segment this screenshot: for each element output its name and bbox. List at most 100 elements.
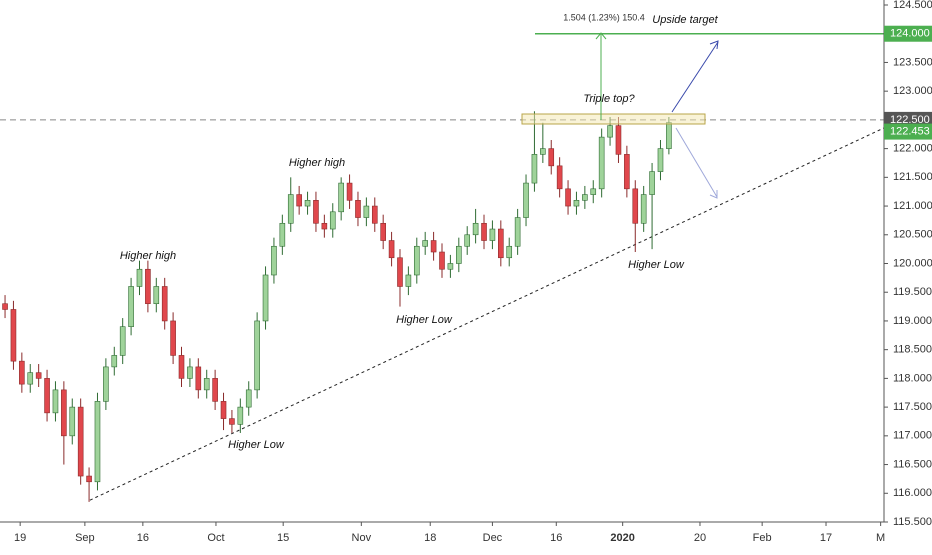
annotation: Higher high [120, 250, 176, 262]
candle-body [187, 366, 193, 379]
candle-body [666, 122, 672, 149]
y-tick-label: 124.500 [893, 0, 932, 11]
candle-body [229, 418, 235, 425]
candle-body [262, 274, 269, 322]
x-tick-label: 16 [137, 532, 149, 544]
candle-body [439, 251, 445, 270]
x-tick-label: Sep [75, 532, 95, 544]
x-tick-label: Nov [352, 532, 372, 544]
candle-body [422, 240, 428, 247]
candle-body [178, 355, 185, 379]
y-tick-label: 122.000 [893, 143, 932, 155]
candle-body [313, 200, 319, 224]
y-tick-label: 117.000 [893, 430, 932, 442]
x-tick-label: 15 [277, 532, 289, 544]
candle-body [388, 240, 395, 259]
candle-body [128, 286, 134, 327]
candle-body [657, 148, 664, 172]
candle-body [329, 211, 336, 230]
candle-body [304, 200, 311, 207]
candle-body [245, 389, 252, 408]
candle-body [590, 188, 597, 195]
annotation: Triple top? [583, 93, 635, 105]
y-tick-label: 119.000 [893, 315, 932, 327]
measure-label: 1.504 (1.23%) 150.4 [563, 12, 645, 22]
down-arrowhead [709, 190, 718, 199]
candle-body [27, 372, 34, 385]
x-tick-label: Dec [483, 532, 503, 544]
y-tick-label: 121.500 [893, 171, 932, 183]
annotation: Higher Low [628, 259, 685, 271]
candle-body [10, 309, 17, 362]
y-tick-label: 117.500 [893, 401, 932, 413]
candle-body [472, 222, 479, 236]
candle-body [44, 378, 50, 414]
candle-body [254, 320, 260, 391]
candle-body [615, 125, 622, 155]
candle-body [271, 245, 277, 276]
candle-body [153, 286, 160, 305]
candle-body [363, 205, 370, 218]
y-tick-label: 116.500 [893, 458, 932, 470]
y-tick-label: 120.000 [893, 257, 932, 269]
x-tick-label: Oct [207, 532, 224, 544]
x-tick-label: Feb [753, 532, 772, 544]
y-tick-label: 119.500 [893, 286, 932, 298]
y-tick-label: 118.000 [893, 372, 932, 384]
candle-body [296, 194, 302, 207]
candle-body [287, 194, 294, 224]
measure-arrowhead [595, 32, 607, 40]
candle-body [103, 366, 109, 402]
x-tick-label: 2020 [610, 532, 634, 544]
candle-body [355, 200, 361, 218]
y-tick-label: 115.500 [893, 516, 932, 528]
candle-body [624, 154, 630, 190]
x-tick-label: 17 [820, 532, 832, 544]
candle-body [346, 182, 353, 201]
candle-body [220, 401, 227, 419]
y-tick-label: 120.500 [893, 229, 932, 241]
candle-body [582, 194, 588, 201]
candle-body [397, 257, 403, 287]
candle-body [531, 154, 538, 184]
candle-body [430, 240, 437, 253]
candle-body [61, 389, 67, 437]
y-tick-label: 118.500 [893, 344, 932, 356]
candle-body [640, 194, 647, 224]
annotation: Higher Low [228, 439, 285, 451]
candle-body [607, 125, 613, 138]
annotation: Upside target [652, 14, 718, 26]
annotation: Higher Low [396, 314, 453, 326]
trendline [89, 127, 885, 501]
candle-body [195, 366, 202, 391]
y-tick-label: 121.000 [893, 200, 932, 212]
candle-body [464, 234, 471, 247]
annotation: Higher high [289, 157, 345, 169]
x-tick-label: M [876, 532, 885, 544]
candle-body [136, 268, 143, 287]
candle-body [35, 372, 42, 379]
y-tick-label: 123.000 [893, 85, 932, 97]
candle-body [69, 406, 76, 437]
candle-body [119, 326, 126, 356]
candle-body [413, 245, 420, 276]
candle-body [556, 165, 563, 190]
candle-body [212, 378, 218, 402]
last-price-label: 122.453 [890, 125, 930, 137]
candle-body [649, 171, 655, 195]
candle-body [456, 245, 462, 264]
candle-body [514, 217, 521, 247]
candle-body [94, 401, 101, 483]
level-label: 124.000 [890, 28, 930, 40]
candle-body [540, 148, 546, 155]
last-price-box [884, 123, 932, 140]
candle-body [237, 406, 244, 425]
candle-body [170, 320, 176, 356]
candle-body [2, 303, 8, 310]
candle-body [447, 263, 454, 270]
candle-body [52, 389, 59, 414]
candle-body [371, 205, 378, 224]
candle-body [161, 286, 168, 322]
candle-body [279, 222, 286, 247]
